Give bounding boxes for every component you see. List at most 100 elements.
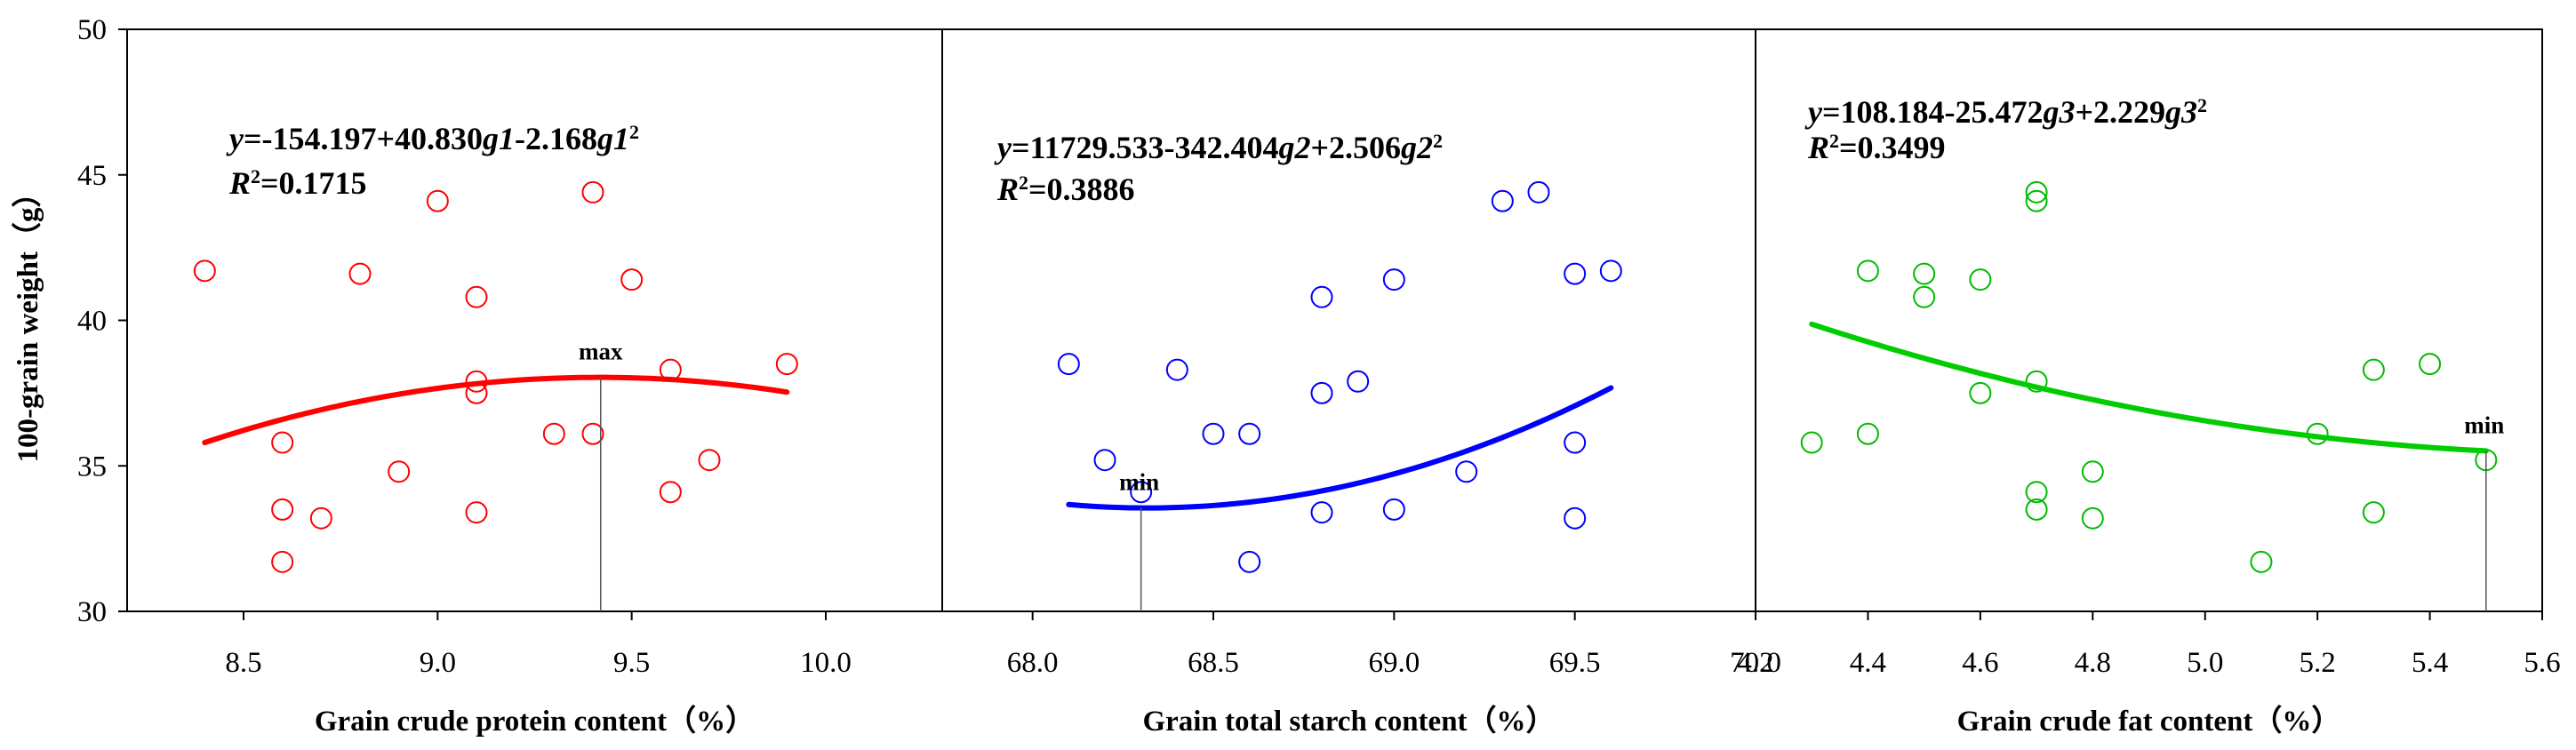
fit-curve: [1066, 385, 1614, 511]
superscript: 2: [1433, 130, 1443, 152]
eq-line2: R2=0.3499: [1807, 130, 1946, 166]
equation-part: g1: [596, 121, 629, 156]
data-point: [1564, 262, 1587, 285]
data-point: [1491, 189, 1514, 212]
data-point: [620, 268, 644, 291]
data-point: [1599, 259, 1622, 283]
data-point: [193, 259, 216, 283]
y-axis-label: 100-grain weight（g）: [12, 179, 44, 463]
data-point: [581, 180, 604, 203]
panel-1: 8.5 9.0 9.5 10.0 Grain crude protein content…: [193, 121, 852, 738]
data-point: [1130, 481, 1153, 504]
data-point: [1057, 353, 1080, 376]
x-tick-label: 5.4: [2412, 647, 2448, 679]
data-point: [388, 460, 411, 483]
equation-part: =0.3886: [1028, 172, 1135, 207]
equation-part: g1: [482, 121, 515, 156]
extremum-label: max: [579, 339, 623, 365]
data-point: [2025, 180, 2048, 203]
data-point: [1969, 381, 1992, 404]
x-tick-label: 10.0: [800, 647, 852, 679]
panel-2: 68.0 68.5 69.0 69.5 70.0 Grain total starch c…: [994, 130, 1781, 738]
data-point: [1238, 550, 1261, 573]
x-tick-label: 68.0: [1007, 647, 1059, 679]
data-point: [271, 498, 294, 521]
data-point: [2025, 189, 2048, 212]
data-point: [2025, 498, 2048, 521]
x-tick-label: 69.5: [1549, 647, 1601, 679]
data-point: [2362, 358, 2385, 381]
x-tick-label: 70.0: [1730, 647, 1781, 679]
x-tick-label: 4.8: [2075, 647, 2111, 679]
data-point: [1969, 268, 1992, 291]
data-point: [1564, 507, 1587, 530]
data-point: [775, 353, 798, 376]
equation-part: =11729.533-342.404: [1012, 130, 1279, 165]
superscript: 2: [1019, 172, 1028, 194]
data-point: [1913, 285, 1936, 308]
x-tick-label: 5.0: [2187, 647, 2223, 679]
equation-part: g3: [2164, 94, 2197, 130]
equation-part: +2.229: [2076, 94, 2166, 130]
y-tick-label: 45: [77, 160, 107, 192]
data-point: [1238, 422, 1261, 445]
fit-curve: [202, 374, 790, 446]
data-point: [1093, 449, 1116, 472]
equation-part: g3: [2043, 94, 2076, 130]
data-point: [1310, 501, 1333, 524]
data-point: [426, 189, 449, 212]
equation-part: y: [994, 130, 1012, 165]
equation-part: =-154.197+40.830: [244, 121, 483, 156]
data-point: [2362, 501, 2385, 524]
data-point: [2419, 353, 2442, 376]
panels: 8.5 9.0 9.5 10.0 Grain crude protein content…: [193, 94, 2561, 738]
x-tick-label: 5.6: [2524, 647, 2560, 679]
equation-part: R: [228, 165, 251, 201]
superscript: 2: [251, 165, 260, 188]
equation-part: -2.168: [515, 121, 597, 156]
x-tick-label: 9.0: [420, 647, 456, 679]
data-point: [659, 481, 682, 504]
data-point: [309, 507, 332, 530]
data-point: [1913, 262, 1936, 285]
y-tick-label: 50: [77, 14, 107, 46]
x-tick-label: 5.2: [2300, 647, 2336, 679]
eq-line1: y=-154.197+40.830g1-2.168g12: [226, 121, 639, 157]
equation-part: =0.3499: [1839, 130, 1946, 165]
data-point: [698, 449, 721, 472]
equation-part: R: [996, 172, 1019, 207]
equation-part: =0.1715: [260, 165, 367, 201]
data-point: [2081, 507, 2104, 530]
data-point: [348, 262, 372, 285]
x-axis-label: Grain total starch content（%）: [1142, 705, 1555, 738]
extremum-label: min: [1119, 469, 1159, 496]
equation-part: y: [1804, 94, 1823, 130]
x-tick-label: 4.6: [1962, 647, 1998, 679]
data-point: [1310, 285, 1333, 308]
x-axis-label: Grain crude protein content（%）: [315, 705, 755, 738]
data-point: [1856, 422, 1879, 445]
data-point: [1455, 460, 1478, 483]
data-point: [1310, 381, 1333, 404]
data-point: [271, 431, 294, 454]
y-tick-label: 30: [77, 596, 107, 628]
data-point: [1382, 268, 1405, 291]
equation-part: =108.184-25.472: [1822, 94, 2044, 130]
panel-3: 4.2 4.4 4.6 4.8 5.0 5.2 5.4 5.6 Grain crude fat …: [1737, 94, 2560, 738]
data-point: [1202, 422, 1225, 445]
data-point: [271, 550, 294, 573]
eq-line2: R2=0.3886: [996, 172, 1135, 208]
eq-line2: R2=0.1715: [228, 165, 367, 202]
x-tick-label: 9.5: [613, 647, 650, 679]
data-point: [542, 422, 565, 445]
data-point: [2250, 550, 2273, 573]
extremum-label: min: [2464, 411, 2504, 438]
data-point: [2025, 481, 2048, 504]
data-point: [2025, 370, 2048, 393]
x-tick-label: 69.0: [1368, 647, 1420, 679]
x-tick-label: 8.5: [225, 647, 261, 679]
data-point: [2081, 460, 2104, 483]
superscript: 2: [629, 121, 639, 143]
superscript: 2: [2197, 94, 2207, 116]
eq-line1: y=108.184-25.472g3+2.229g32: [1804, 94, 2207, 131]
